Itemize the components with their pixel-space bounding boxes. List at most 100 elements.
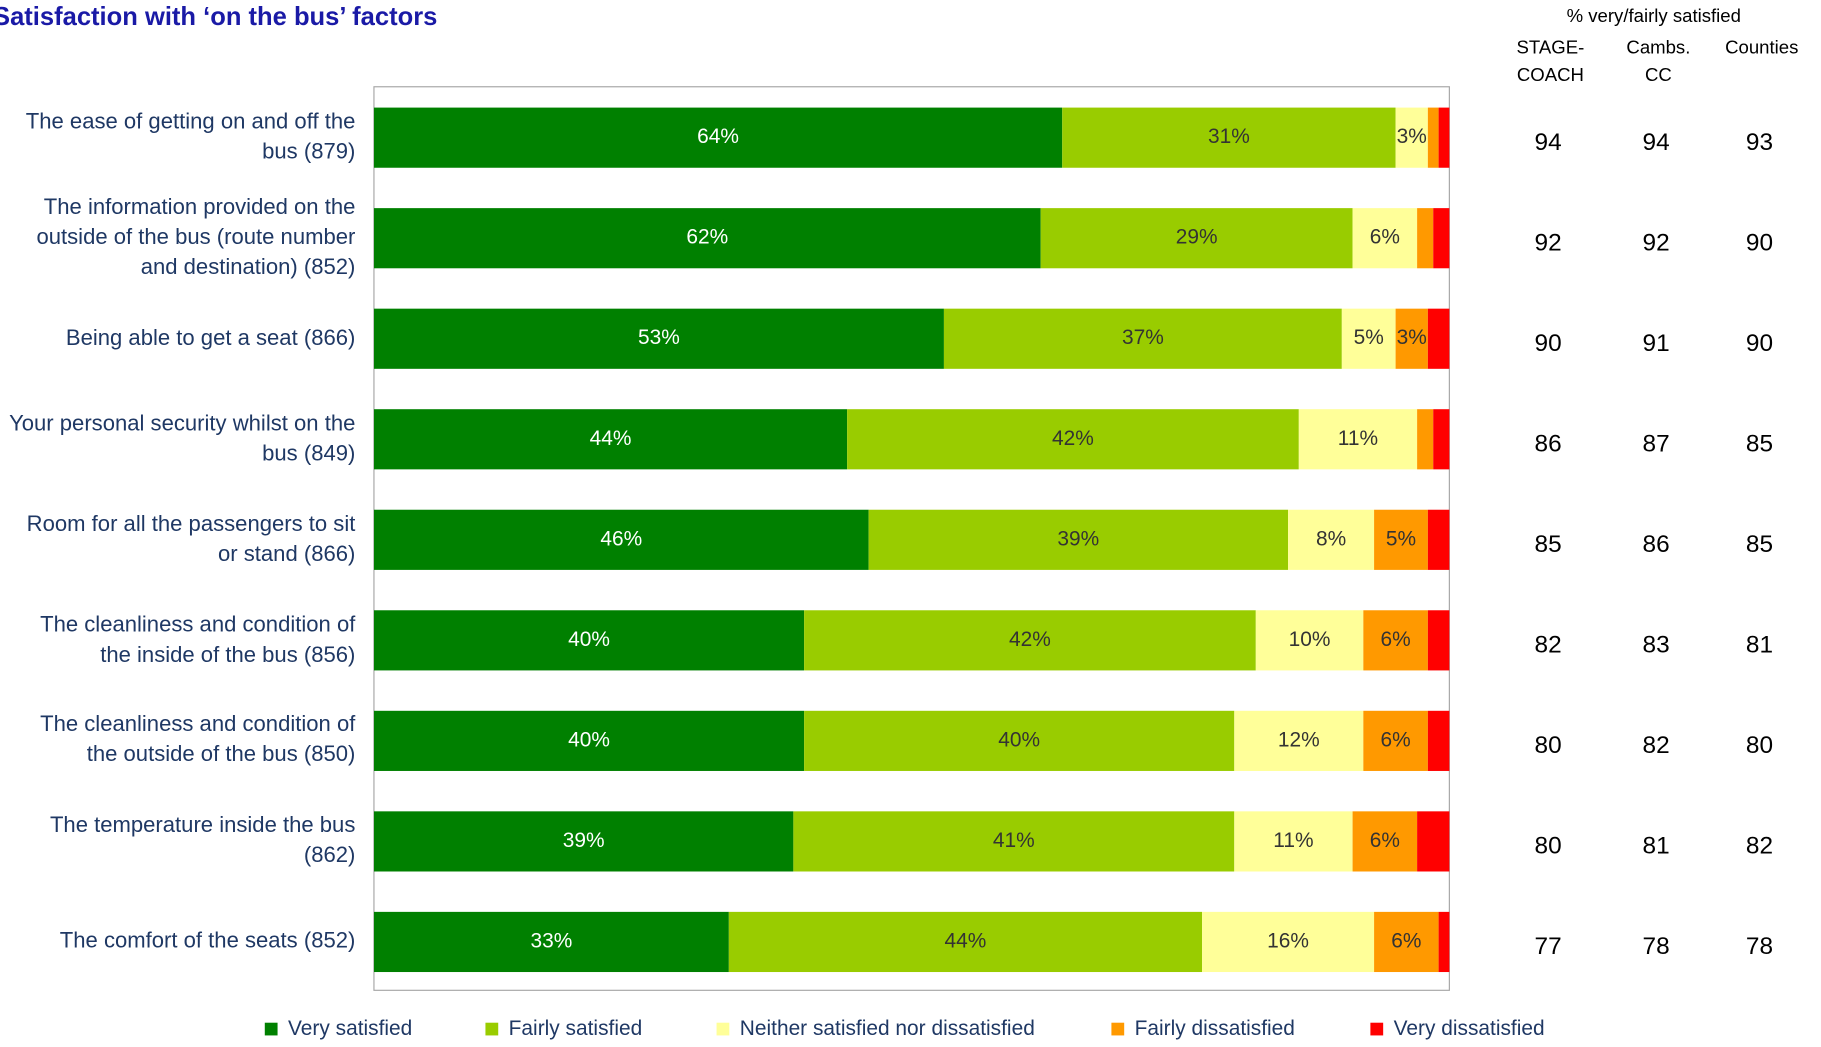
data-label: 39%: [1057, 527, 1099, 550]
data-label: 40%: [568, 728, 610, 751]
bar-segment: [847, 409, 1299, 470]
category-label-box: Room for all the passengers to sit or st…: [26, 512, 356, 567]
bar-segment: [1298, 409, 1418, 470]
bar-segment: [1427, 610, 1450, 671]
table-value: 90: [1746, 229, 1773, 256]
table-value: 80: [1535, 732, 1562, 759]
bar-segment: [1427, 509, 1450, 570]
bar-segment: [1395, 107, 1428, 168]
data-label: 44%: [590, 427, 632, 450]
data-label: 3%: [1397, 326, 1427, 349]
bar-segment: [1288, 509, 1375, 570]
bar-segment: [728, 911, 1203, 973]
table-value: 80: [1746, 732, 1773, 759]
data-label: 40%: [568, 628, 610, 651]
table-value: 85: [1746, 531, 1773, 558]
bar-segment: [1234, 710, 1364, 771]
bar-segment: [1417, 811, 1450, 872]
table-value: 78: [1643, 933, 1670, 960]
bar-segment: [373, 409, 848, 470]
data-label: 41%: [993, 829, 1035, 852]
bar-segment: [1433, 208, 1450, 269]
table-value: 92: [1535, 229, 1562, 256]
data-label: 46%: [600, 527, 642, 550]
category-label-box: The ease of getting on and off the bus (…: [26, 110, 356, 164]
category-label: The comfort of the seats (852): [59, 929, 356, 954]
category-label: The temperature inside the bus (862): [49, 813, 356, 869]
table-column-header: Cambs.: [1626, 37, 1690, 58]
bar-segment: [1395, 308, 1428, 369]
bar-segment: [804, 710, 1235, 771]
table-column-header: COACH: [1517, 64, 1584, 85]
table-value: 83: [1643, 632, 1670, 659]
data-label: 16%: [1267, 929, 1309, 952]
data-label: 5%: [1354, 326, 1384, 349]
data-label: 5%: [1386, 527, 1416, 550]
bar-segment: [1352, 208, 1418, 269]
bar-segment: [373, 911, 729, 973]
data-label: 3%: [1397, 125, 1427, 148]
data-label: 40%: [998, 728, 1040, 751]
table-value: 78: [1746, 933, 1773, 960]
category-label-box: The temperature inside the bus (862): [49, 813, 356, 869]
table-value: 81: [1746, 632, 1773, 659]
data-label: 64%: [697, 125, 739, 148]
category-label: Room for all the passengers to sit or st…: [26, 512, 356, 567]
data-label: 12%: [1278, 728, 1320, 751]
category-label: Being able to get a seat (866): [65, 326, 356, 351]
bar-segment: [1427, 107, 1439, 168]
data-label: 42%: [1052, 427, 1094, 450]
legend-label: Very dissatisfied: [1394, 1017, 1545, 1040]
bar-segment: [1234, 811, 1353, 872]
data-label: 31%: [1208, 125, 1250, 148]
category-label: Your personal security whilst on the bus…: [9, 411, 356, 466]
legend-swatch: [485, 1022, 499, 1036]
data-label: 6%: [1370, 829, 1400, 852]
bar-segment: [1374, 509, 1428, 570]
table-column-header: CC: [1645, 64, 1672, 85]
table-value: 82: [1535, 632, 1562, 659]
table-value: 87: [1643, 431, 1670, 458]
data-label: 8%: [1316, 527, 1346, 550]
table-value: 94: [1643, 129, 1670, 156]
legend-swatch: [716, 1022, 730, 1036]
bar-segment: [373, 208, 1041, 269]
category-label-box: The cleanliness and condition of the out…: [40, 713, 356, 768]
bar-segment: [1438, 107, 1450, 168]
bar-segment: [373, 509, 869, 570]
category-label: The information provided on the outside …: [36, 195, 356, 280]
data-label: 10%: [1289, 628, 1331, 651]
bar-segment: [1255, 610, 1364, 671]
bar-segment: [1363, 710, 1428, 771]
table-value: 82: [1643, 732, 1670, 759]
table-value: 92: [1643, 229, 1670, 256]
table-value: 86: [1643, 531, 1670, 558]
table-value: 85: [1535, 531, 1562, 558]
table-value: 90: [1746, 330, 1773, 357]
bar-segment: [1427, 710, 1450, 771]
category-label-box: The cleanliness and condition of the ins…: [40, 613, 355, 667]
bar-segment: [373, 610, 805, 671]
table-value: 90: [1535, 330, 1562, 357]
table-column-header: Counties: [1725, 37, 1798, 58]
data-label: 42%: [1009, 628, 1051, 651]
table-value: 82: [1746, 833, 1773, 860]
bar-segment: [1374, 911, 1439, 973]
table-value: 77: [1535, 933, 1562, 960]
bar-segment: [1427, 308, 1450, 369]
bar-segment: [1417, 409, 1434, 470]
category-label: The cleanliness and condition of the out…: [40, 713, 356, 768]
data-label: 53%: [638, 326, 680, 349]
data-label: 11%: [1338, 427, 1378, 450]
table-value: 81: [1643, 833, 1670, 860]
bar-segment: [793, 811, 1235, 872]
data-label: 6%: [1391, 929, 1421, 952]
data-label: 37%: [1122, 326, 1164, 349]
data-label: 39%: [563, 829, 605, 852]
data-label: 11%: [1273, 829, 1313, 852]
table-title: % very/fairly satisfied: [1567, 5, 1741, 26]
bar-segment: [1202, 911, 1375, 973]
bar-segment: [943, 308, 1342, 369]
legend-label: Neither satisfied nor dissatisfied: [740, 1017, 1035, 1040]
